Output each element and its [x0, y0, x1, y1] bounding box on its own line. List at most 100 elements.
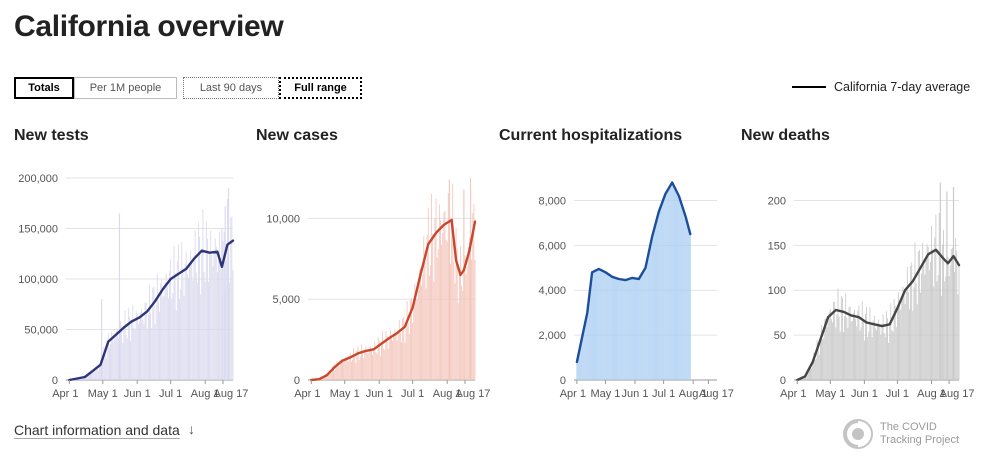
- bar: [369, 346, 371, 380]
- last-90-days-toggle[interactable]: Last 90 days: [183, 77, 279, 99]
- bar: [628, 278, 630, 380]
- logo-icon: [843, 419, 873, 449]
- bar: [135, 310, 137, 380]
- bar: [191, 261, 193, 380]
- bar: [453, 261, 455, 380]
- bar: [172, 292, 174, 380]
- bar: [671, 182, 673, 380]
- bar: [682, 207, 684, 380]
- bar: [403, 316, 405, 380]
- bar: [132, 305, 134, 380]
- bar: [945, 276, 947, 380]
- bar: [98, 363, 100, 380]
- bar: [830, 319, 832, 380]
- bar: [392, 340, 394, 380]
- bar: [834, 301, 836, 380]
- bar: [954, 271, 956, 380]
- bar: [424, 255, 426, 380]
- bar: [902, 286, 904, 380]
- bar: [631, 277, 633, 380]
- bar: [474, 259, 476, 380]
- bar: [332, 366, 333, 380]
- bar: [814, 360, 816, 380]
- bar: [115, 330, 117, 380]
- chart-info-link[interactable]: Chart information and data: [14, 422, 180, 438]
- x-tick-label: Aug 17: [456, 388, 491, 400]
- bar: [412, 323, 414, 380]
- bar: [663, 198, 664, 380]
- bar: [862, 319, 864, 380]
- hospitalizations-chart: 0 2,000 4,000 6,000 8,000 Apr 1 May 1 Jun 1 Jul …: [538, 181, 734, 400]
- bar: [856, 326, 858, 380]
- bar: [435, 198, 437, 380]
- bar: [850, 321, 852, 380]
- bar: [838, 316, 840, 380]
- bar: [374, 341, 376, 380]
- bar: [179, 298, 180, 380]
- bar: [354, 354, 356, 380]
- covid-tracking-project-logo[interactable]: The COVID Tracking Project: [842, 418, 959, 450]
- bar: [643, 270, 644, 380]
- bar: [162, 296, 164, 380]
- bar: [887, 318, 888, 380]
- bar: [163, 295, 165, 380]
- bar: [805, 373, 807, 380]
- bar: [328, 370, 330, 380]
- y-tick-label: 200: [768, 195, 786, 207]
- bar: [113, 341, 115, 380]
- bar: [846, 317, 848, 380]
- bar: [208, 282, 209, 380]
- bar: [194, 230, 196, 380]
- bar: [891, 329, 893, 380]
- bar: [438, 204, 440, 380]
- bar: [607, 273, 608, 380]
- bar: [899, 305, 901, 380]
- bar: [618, 279, 620, 380]
- bar: [958, 264, 960, 380]
- bar: [204, 281, 206, 380]
- bar: [106, 340, 108, 380]
- bar: [627, 279, 629, 380]
- x-tick-label: Jun 1: [851, 388, 878, 400]
- bar: [97, 370, 99, 380]
- bar: [397, 333, 399, 380]
- bar: [880, 334, 882, 380]
- bar: [929, 262, 931, 380]
- bar: [326, 376, 328, 380]
- bar: [884, 336, 886, 380]
- bar: [865, 314, 866, 380]
- bar: [883, 332, 885, 380]
- bar: [356, 350, 358, 380]
- per-capita-toggle[interactable]: Per 1M people: [74, 77, 177, 99]
- bar: [88, 374, 90, 380]
- bar: [636, 278, 638, 380]
- bar: [648, 249, 650, 380]
- bar: [413, 307, 415, 380]
- bar: [630, 278, 632, 380]
- bar: [578, 353, 580, 380]
- bar: [655, 222, 657, 380]
- full-range-toggle[interactable]: Full range: [279, 77, 362, 99]
- bar: [109, 347, 110, 380]
- x-tick-label: May 1: [590, 388, 620, 400]
- bar: [851, 320, 853, 380]
- bar: [355, 362, 357, 380]
- chart-title-tests: New tests: [14, 127, 89, 144]
- bar: [395, 332, 397, 380]
- bar: [117, 337, 119, 380]
- bar: [944, 281, 946, 380]
- bar: [829, 309, 831, 380]
- spike-bar: [224, 206, 226, 380]
- bar: [383, 348, 385, 380]
- bar: [431, 194, 432, 380]
- bar: [368, 349, 370, 380]
- bar: [665, 193, 666, 380]
- bar: [143, 323, 145, 380]
- bar: [837, 288, 839, 380]
- bar: [815, 358, 817, 380]
- bar: [685, 216, 686, 380]
- bar: [646, 263, 647, 380]
- bar: [434, 218, 436, 380]
- bar: [447, 193, 449, 380]
- totals-toggle[interactable]: Totals: [14, 77, 74, 99]
